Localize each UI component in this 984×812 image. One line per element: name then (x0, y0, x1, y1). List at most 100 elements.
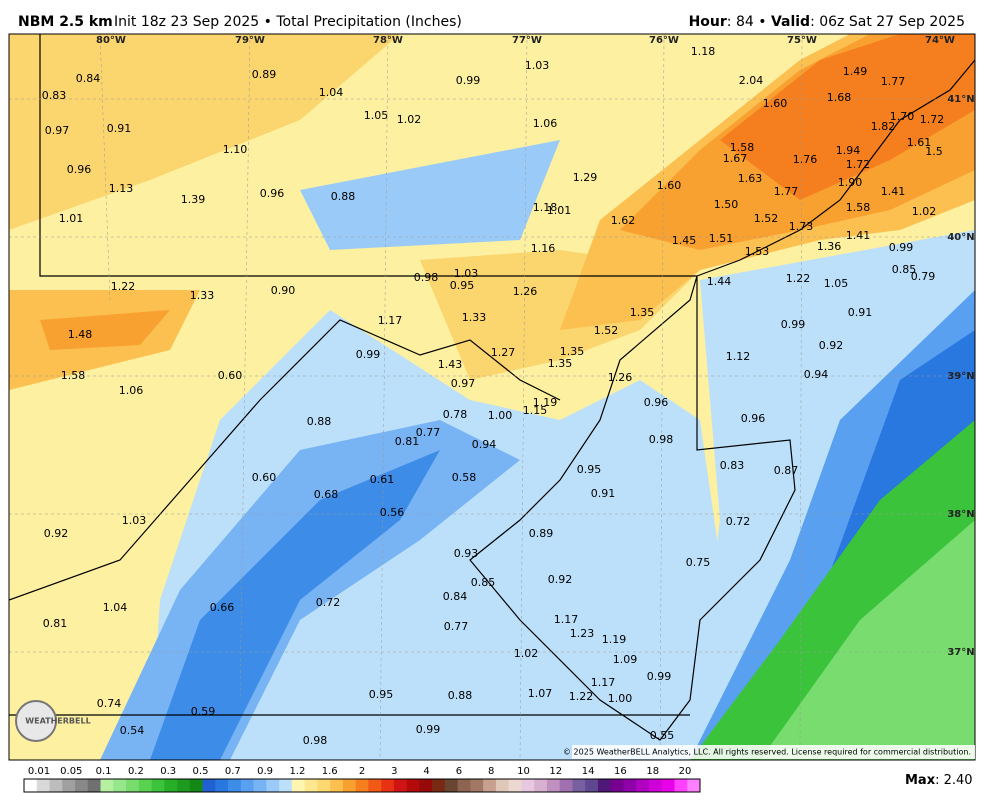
legend-swatch (674, 779, 688, 792)
lon-label: 78°W (373, 35, 403, 46)
value-label: 0.85 (892, 263, 917, 276)
legend-tick: 0.7 (225, 766, 241, 777)
legend-swatch (444, 779, 458, 792)
value-label: 1.27 (491, 346, 516, 359)
value-label: 1.00 (488, 409, 513, 422)
value-label: 0.87 (774, 464, 799, 477)
value-label: 1.51 (709, 232, 734, 245)
value-label: 0.60 (252, 471, 277, 484)
value-label: 1.50 (714, 198, 739, 211)
legend-swatch (636, 779, 650, 792)
value-labels: 0.84 0.83 0.89 0.99 1.03 1.18 2.04 1.49 1.77 1.04… (42, 45, 945, 747)
value-label: 1.06 (119, 384, 144, 397)
legend-tick: 14 (582, 766, 595, 777)
lon-label: 80°W (96, 35, 126, 46)
value-label: 0.99 (781, 318, 806, 331)
value-label: 1.72 (846, 158, 871, 171)
lat-label: 41°N (947, 94, 974, 105)
legend-swatch (24, 779, 38, 792)
value-label: 1.77 (881, 75, 906, 88)
value-label: 0.90 (271, 284, 296, 297)
value-label: 0.78 (443, 408, 468, 421)
legend-tick: 0.9 (257, 766, 273, 777)
value-label: 0.72 (726, 515, 751, 528)
value-label: 1.45 (672, 234, 697, 247)
value-label: 0.84 (443, 590, 468, 603)
legend-tick: 0.1 (96, 766, 112, 777)
value-label: 1.18 (691, 45, 716, 58)
value-label: 1.48 (68, 328, 93, 341)
legend-swatch (75, 779, 89, 792)
value-label: 1.90 (838, 176, 863, 189)
legend-tick: 10 (517, 766, 530, 777)
value-label: 0.96 (644, 396, 669, 409)
value-label: 0.60 (218, 369, 243, 382)
value-label: 0.66 (210, 601, 235, 614)
value-label: 1.70 (890, 110, 915, 123)
value-label: 1.03 (525, 59, 550, 72)
legend-tick: 12 (549, 766, 562, 777)
value-label: 0.56 (380, 506, 405, 519)
value-label: 1.33 (190, 289, 215, 302)
value-label: 1.35 (560, 345, 585, 358)
legend-tick: 20 (679, 766, 692, 777)
legend-swatch (62, 779, 76, 792)
lon-label: 79°W (235, 35, 265, 46)
legend-swatch (36, 779, 50, 792)
value-label: 1.05 (364, 109, 389, 122)
value-label: 1.41 (846, 229, 871, 242)
value-label: 1.58 (730, 141, 755, 154)
value-label: 1.01 (547, 204, 572, 217)
value-label: 1.43 (438, 358, 463, 371)
value-label: 1.58 (61, 369, 86, 382)
legend-swatch (483, 779, 497, 792)
value-label: 1.26 (608, 371, 633, 384)
max: Max: 2.40 (905, 773, 973, 788)
legend-swatch (177, 779, 191, 792)
value-label: 0.93 (454, 547, 479, 560)
value-label: 0.96 (260, 187, 285, 200)
value-label: 0.77 (416, 426, 441, 439)
legend-frame (23, 778, 701, 793)
legend-swatch (113, 779, 127, 792)
value-label: 1.15 (523, 404, 548, 417)
legend-tick: 6 (456, 766, 462, 777)
value-label: 1.22 (111, 280, 136, 293)
value-label: 0.91 (107, 122, 132, 135)
value-label: 0.99 (889, 241, 914, 254)
value-label: 0.94 (472, 438, 497, 451)
legend-swatch (585, 779, 599, 792)
value-label: 1.26 (513, 285, 538, 298)
legend-swatch (368, 779, 382, 792)
value-label: 1.13 (109, 182, 134, 195)
value-label: 0.81 (395, 435, 420, 448)
value-label: 1.52 (754, 212, 779, 225)
value-label: 0.92 (819, 339, 844, 352)
legend-swatch (266, 779, 280, 792)
legend-tick: 8 (488, 766, 494, 777)
legend-swatch (342, 779, 356, 792)
value-label: 1.05 (824, 277, 849, 290)
legend-swatch (623, 779, 637, 792)
value-label: 0.84 (76, 72, 101, 85)
legend-swatch (597, 779, 612, 792)
logo: WEATHERBELL (15, 700, 91, 742)
title: NBM 2.5 km (18, 14, 113, 30)
value-label: 0.92 (548, 573, 573, 586)
value-label: 0.89 (529, 527, 554, 540)
legend-swatch (330, 779, 344, 792)
value-label: 1.63 (738, 172, 763, 185)
lon-label: 75°W (787, 35, 817, 46)
legend-tick: 0.5 (193, 766, 209, 777)
value-label: 1.52 (594, 324, 619, 337)
legend-swatch (49, 779, 63, 792)
value-label: 1.33 (462, 311, 487, 324)
legend-tick: 4 (423, 766, 429, 777)
value-label: 0.95 (369, 688, 394, 701)
value-label: 1.06 (533, 117, 558, 130)
value-label: 1.02 (912, 205, 937, 218)
value-label: 1.02 (514, 647, 539, 660)
value-label: 0.72 (316, 596, 341, 609)
value-label: 0.59 (191, 705, 216, 718)
